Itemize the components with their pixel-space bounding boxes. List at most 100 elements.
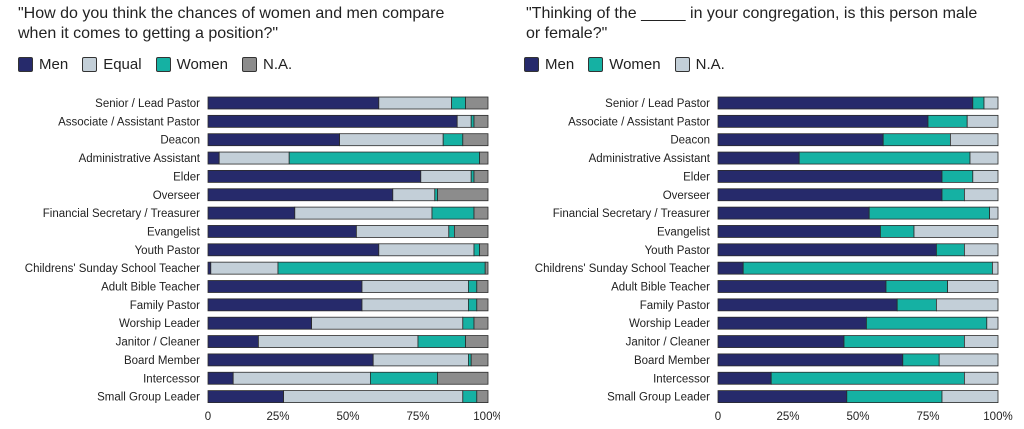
category-label-financial-secretary-treasurer: Financial Secretary / Treasurer — [553, 208, 710, 220]
legend-label-women: Women — [609, 56, 661, 73]
legend-item-na: N.A. — [674, 56, 725, 73]
x-tick-label: 75% — [406, 411, 429, 423]
bar-row-associate-assistant-pastor — [717, 114, 999, 128]
bar-row-youth-pastor — [207, 243, 489, 257]
category-label-intercessor: Intercessor — [143, 373, 200, 385]
bar-segment-women-intercessor — [369, 371, 438, 385]
x-tick-label: 0 — [715, 411, 721, 423]
bar-segment-men-evangelist — [717, 225, 881, 238]
bar-segment-men-small-group-leader — [207, 390, 284, 404]
bar-segment-women-associate-assistant-pastor — [470, 114, 475, 128]
category-label-administrative-assistant: Administrative Assistant — [589, 153, 711, 165]
x-tick-label: 75% — [916, 411, 939, 423]
bar-segment-equal-administrative-assistant — [218, 151, 290, 165]
bar-segment-n-a-worship-leader — [473, 316, 489, 330]
bar-row-adult-bible-teacher — [717, 280, 999, 293]
bar-row-deacon — [717, 133, 999, 147]
bar-segment-n-a-administrative-assistant — [969, 151, 999, 165]
bar-row-board-member — [717, 353, 999, 367]
x-tick-label: 0 — [205, 411, 211, 423]
bar-row-elder — [717, 169, 999, 183]
bar-segment-n-a-youth-pastor — [963, 243, 999, 257]
bar-segment-n-a-deacon — [462, 133, 489, 147]
bar-row-financial-secretary-treasurer — [717, 206, 999, 220]
legend-swatch-men — [524, 57, 539, 72]
bar-segment-men-senior-lead-pastor — [207, 96, 380, 110]
bar-row-intercessor — [207, 371, 489, 385]
category-label-adult-bible-teacher: Adult Bible Teacher — [611, 282, 710, 294]
bar-row-evangelist — [717, 225, 999, 238]
bar-row-deacon — [207, 133, 489, 147]
bar-segment-n-a-intercessor — [963, 371, 999, 385]
bar-segment-men-adult-bible-teacher — [717, 280, 887, 293]
bar-segment-n-a-administrative-assistant — [479, 151, 489, 165]
bar-segment-women-overseer — [941, 188, 965, 202]
bar-segment-n-a-small-group-leader — [476, 390, 489, 404]
bar-segment-men-associate-assistant-pastor — [207, 114, 458, 128]
category-label-elder: Elder — [683, 171, 710, 183]
bar-segment-equal-board-member — [372, 353, 469, 367]
bar-segment-men-janitor-cleaner — [717, 335, 845, 348]
category-label-associate-assistant-pastor: Associate / Assistant Pastor — [58, 116, 200, 128]
legend-swatch-na — [241, 57, 257, 72]
bar-row-family-pastor — [207, 298, 489, 312]
legend-item-na: N.A. — [241, 56, 292, 73]
x-tick-label: 100% — [473, 411, 500, 423]
category-label-youth-pastor: Youth Pastor — [135, 245, 201, 257]
bar-segment-men-childrens-sunday-school-teacher — [717, 261, 744, 275]
bar-segment-women-senior-lead-pastor — [972, 96, 985, 110]
bar-segment-n-a-small-group-leader — [941, 390, 999, 404]
x-tick-label: 50% — [846, 411, 869, 423]
category-label-evangelist: Evangelist — [147, 226, 201, 238]
bar-segment-men-small-group-leader — [717, 390, 848, 404]
bar-segment-women-evangelist — [879, 225, 915, 238]
bar-segment-equal-small-group-leader — [283, 390, 464, 404]
bar-row-associate-assistant-pastor — [207, 114, 489, 128]
bar-segment-women-intercessor — [770, 371, 965, 385]
bar-segment-women-financial-secretary-treasurer — [868, 206, 991, 220]
bar-segment-women-janitor-cleaner — [417, 335, 466, 348]
bar-segment-men-elder — [207, 169, 422, 183]
bar-segment-men-administrative-assistant — [207, 151, 220, 165]
bar-segment-women-board-member — [467, 353, 472, 367]
bar-segment-n-a-adult-bible-teacher — [476, 280, 489, 293]
category-label-board-member: Board Member — [634, 355, 710, 367]
bar-chart-left: Senior / Lead Pastor Associate / Assistan… — [25, 96, 500, 423]
category-label-overseer: Overseer — [153, 190, 200, 202]
bar-segment-women-elder — [941, 169, 974, 183]
category-label-financial-secretary-treasurer: Financial Secretary / Treasurer — [43, 208, 200, 220]
bar-segment-n-a-senior-lead-pastor — [465, 96, 489, 110]
bar-segment-men-family-pastor — [207, 298, 363, 312]
bar-segment-men-youth-pastor — [717, 243, 937, 257]
bar-segment-men-worship-leader — [207, 316, 312, 330]
bar-segment-n-a-board-member — [470, 353, 489, 367]
bar-segment-men-board-member — [717, 353, 904, 367]
bar-segment-men-evangelist — [207, 225, 357, 238]
bar-row-adult-bible-teacher — [207, 280, 489, 293]
bar-segment-n-a-elder — [972, 169, 999, 183]
bar-segment-equal-intercessor — [232, 371, 371, 385]
category-label-evangelist: Evangelist — [657, 226, 711, 238]
legend-swatch-women — [588, 57, 604, 72]
bar-segment-men-deacon — [207, 133, 341, 147]
bar-row-small-group-leader — [717, 390, 999, 404]
chart-panel-left: "How do you think the chances of women a… — [0, 0, 500, 429]
bar-segment-equal-senior-lead-pastor — [378, 96, 452, 110]
bar-row-senior-lead-pastor — [717, 96, 999, 110]
bar-segment-women-evangelist — [448, 225, 455, 238]
legend-label-equal: Equal — [103, 56, 142, 73]
bar-row-janitor-cleaner — [207, 335, 489, 348]
bar-chart-right: Senior / Lead Pastor Associate / Assistan… — [535, 96, 1013, 423]
bar-row-administrative-assistant — [207, 151, 489, 165]
bar-segment-equal-adult-bible-teacher — [361, 280, 469, 293]
bar-segment-men-worship-leader — [717, 316, 867, 330]
bar-segment-men-board-member — [207, 353, 374, 367]
bar-segment-n-a-janitor-cleaner — [465, 335, 489, 348]
bar-segment-n-a-worship-leader — [986, 316, 999, 330]
bar-segment-women-overseer — [434, 188, 438, 202]
bar-segment-n-a-senior-lead-pastor — [983, 96, 999, 110]
bar-segment-women-administrative-assistant — [798, 151, 971, 165]
bar-segment-men-elder — [717, 169, 943, 183]
bar-segment-women-adult-bible-teacher — [885, 280, 948, 293]
category-label-board-member: Board Member — [124, 355, 200, 367]
